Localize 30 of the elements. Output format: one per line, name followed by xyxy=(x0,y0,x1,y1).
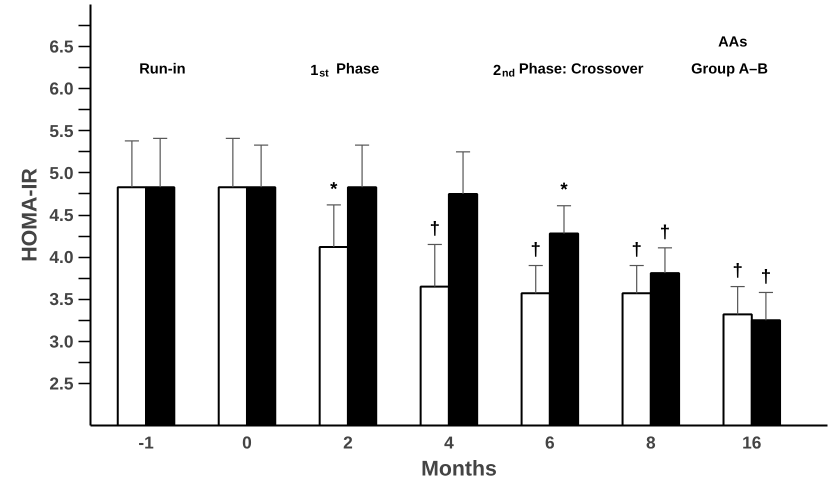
x-tick-label: 6 xyxy=(545,432,556,452)
data-label: * xyxy=(560,178,568,200)
x-tick-label: -1 xyxy=(138,432,154,452)
y-axis-title: HOMA-IR xyxy=(17,168,42,262)
x-tick-label: 4 xyxy=(444,432,454,452)
data-label: † xyxy=(732,260,743,281)
data-label: † xyxy=(632,238,642,260)
annotation: AAs Group A–B xyxy=(691,34,768,78)
y-tick-label: 6.0 xyxy=(49,78,74,99)
x-tick-label: 16 xyxy=(742,432,762,452)
y-tick-label: 3.0 xyxy=(49,331,74,352)
data-label: † xyxy=(530,238,541,260)
annotation: 2nd Phase: Crossover xyxy=(492,61,644,80)
annotation: Run-in xyxy=(139,61,186,78)
y-tick-label: 6.5 xyxy=(49,36,74,57)
data-label: † xyxy=(430,217,440,238)
x-tick-label: 0 xyxy=(242,432,252,452)
y-tick-label: 3.5 xyxy=(49,289,74,310)
annotation: 1st Phase xyxy=(310,61,380,80)
x-axis-title: Months xyxy=(421,456,497,480)
data-label: † xyxy=(660,220,670,242)
x-tick-label: 8 xyxy=(646,432,656,452)
y-tick-label: 5.5 xyxy=(49,120,74,141)
data-label: * xyxy=(330,178,338,199)
y-tick-label: 4.5 xyxy=(49,205,74,225)
y-tick-label: 4.0 xyxy=(49,247,74,268)
y-tick-label: 5.0 xyxy=(49,162,74,183)
x-tick-label: 2 xyxy=(343,432,353,452)
y-tick-label: 2.5 xyxy=(49,373,74,394)
data-label: † xyxy=(760,265,772,286)
